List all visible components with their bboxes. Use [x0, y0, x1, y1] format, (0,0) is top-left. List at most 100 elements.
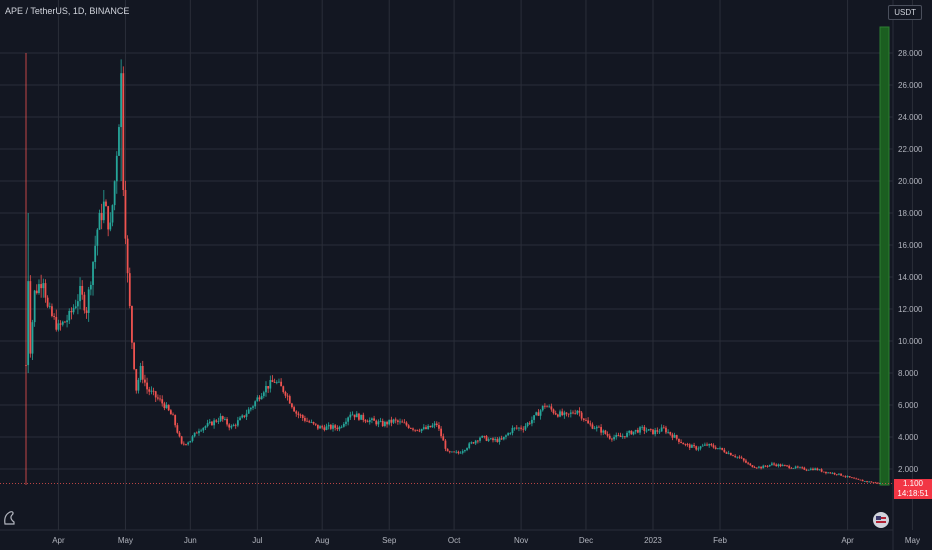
- candle-body: [141, 365, 144, 380]
- flag-icon[interactable]: [873, 512, 889, 528]
- candle-body: [554, 413, 557, 415]
- candle-body: [27, 281, 30, 366]
- candle-body: [159, 398, 161, 400]
- y-tick-label: 2.000: [898, 465, 919, 474]
- candle-body: [673, 435, 676, 438]
- candle-body: [820, 469, 823, 472]
- candle-body: [33, 290, 36, 323]
- candle-body: [509, 433, 512, 434]
- candle-body: [758, 466, 760, 468]
- y-tick-label: 6.000: [898, 401, 919, 410]
- bar-countdown: 14:18:51: [897, 489, 929, 498]
- candle-body: [649, 429, 652, 430]
- x-tick-label: Oct: [448, 536, 461, 545]
- candle-body: [773, 463, 775, 465]
- candle-body: [154, 391, 157, 398]
- candle-body: [576, 410, 579, 414]
- candle-body: [812, 468, 814, 471]
- candle-body: [94, 245, 97, 263]
- candle-body: [626, 432, 628, 438]
- candle-body: [51, 306, 53, 317]
- candle-body: [565, 412, 568, 414]
- candle-body: [522, 428, 525, 430]
- currency-unit-button[interactable]: USDT: [888, 5, 922, 20]
- candle-body: [29, 281, 32, 354]
- candle-body: [40, 284, 43, 289]
- candle-body: [399, 421, 401, 423]
- candle-body: [507, 433, 510, 436]
- candle-body: [686, 444, 689, 446]
- tradingview-logo-icon[interactable]: [2, 508, 18, 526]
- candle-body: [658, 431, 661, 433]
- candle-body: [736, 456, 739, 458]
- candle-body: [425, 427, 427, 429]
- candle-body: [72, 308, 75, 313]
- candle-body: [182, 443, 185, 445]
- candle-body: [474, 440, 477, 444]
- candle-body: [269, 380, 272, 389]
- candle-body: [414, 429, 417, 431]
- candle-body: [327, 424, 330, 427]
- candle-body: [407, 425, 410, 429]
- candle-body: [628, 430, 631, 433]
- candle-body: [792, 468, 795, 469]
- candle-body: [552, 409, 555, 414]
- candle-body: [749, 463, 752, 466]
- candle-body: [567, 413, 570, 415]
- candle-body: [228, 424, 231, 428]
- y-tick-label: 28.000: [898, 49, 923, 58]
- candle-body: [660, 427, 663, 432]
- candle-body: [796, 466, 799, 468]
- candle-body: [537, 412, 540, 416]
- candle-body: [563, 412, 566, 416]
- candle-body: [608, 435, 611, 439]
- candle-body: [745, 460, 747, 463]
- candle-body: [288, 396, 291, 404]
- time-axis[interactable]: Apr May Jun Jul Aug Sep Oct Nov Dec 2023 Feb Apr May…: [52, 536, 932, 545]
- candle-body: [247, 409, 250, 414]
- candle-body: [850, 477, 853, 479]
- candle-body: [440, 428, 443, 437]
- candle-body: [66, 320, 68, 323]
- candle-body: [550, 406, 553, 410]
- candle-body: [206, 423, 209, 427]
- candle-body: [481, 435, 484, 438]
- candle-body: [163, 403, 166, 409]
- candle-body: [857, 478, 860, 480]
- candle-body: [180, 436, 183, 444]
- price-axis[interactable]: 2.000 4.000 6.000 8.000 10.000 12.000 14.000 16…: [898, 49, 923, 474]
- candle-body: [876, 482, 879, 484]
- candle-body: [401, 421, 404, 423]
- candle-body: [422, 427, 425, 429]
- candle-body: [533, 415, 535, 420]
- candle-body: [587, 420, 590, 424]
- y-tick-label: 8.000: [898, 369, 919, 378]
- candle-body: [615, 434, 618, 438]
- candle-body: [794, 466, 797, 469]
- candle-body: [176, 425, 179, 433]
- candle-body: [133, 342, 136, 370]
- candle-body: [362, 414, 365, 421]
- candle-body: [511, 427, 514, 434]
- candle-body: [185, 444, 187, 445]
- candle-body: [340, 426, 343, 428]
- candle-body: [669, 431, 672, 435]
- candle-body: [623, 436, 626, 438]
- candle-body: [38, 284, 40, 294]
- candle-body: [827, 472, 830, 474]
- candle-body: [611, 438, 613, 440]
- candle-body: [641, 426, 644, 428]
- candle-body: [783, 465, 786, 466]
- candle-body: [559, 411, 561, 417]
- candle-body: [31, 322, 34, 354]
- candle-body: [682, 442, 685, 445]
- candle-body: [502, 436, 505, 440]
- candle-body: [706, 444, 708, 446]
- candle-body: [840, 473, 842, 476]
- candle-body: [319, 426, 321, 429]
- candle-body: [349, 414, 352, 418]
- candle-body: [355, 413, 358, 418]
- candle-body: [487, 439, 490, 441]
